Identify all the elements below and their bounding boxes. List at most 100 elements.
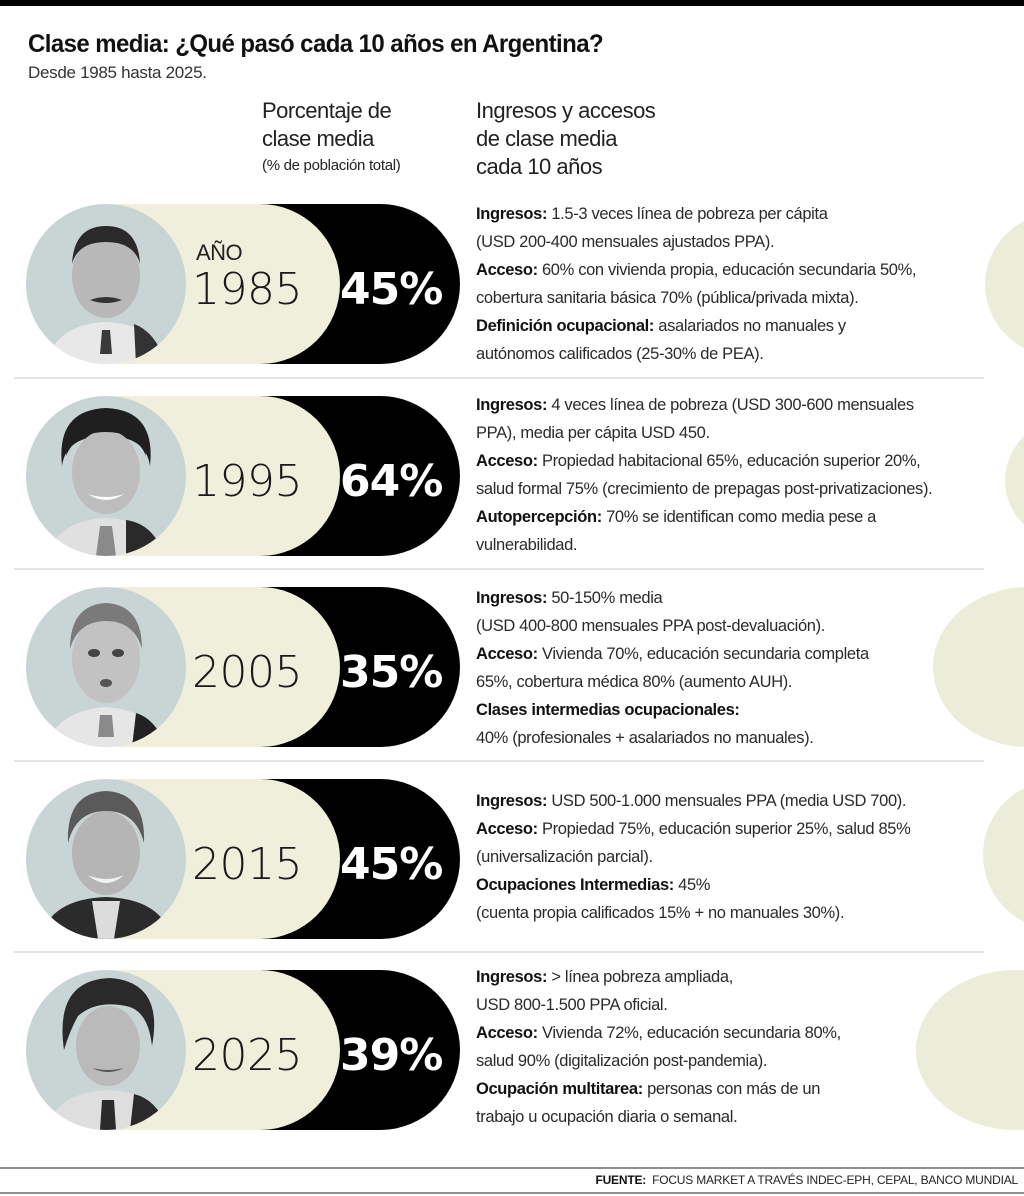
description-label: Definición ocupacional:	[476, 317, 655, 335]
row-description: Ingresos: > línea pobreza ampliada, USD …	[476, 963, 986, 1131]
description-text: USD 800-1.500 PPA oficial.	[476, 996, 668, 1014]
description-line: (USD 200-400 mensuales ajustados PPA).	[476, 228, 986, 256]
description-line: Clases intermedias ocupacionales:	[476, 696, 986, 724]
description-line: 40% (profesionales + asalariados no manu…	[476, 724, 986, 752]
row-divider	[14, 568, 984, 570]
row-description: Ingresos: 50-150% media (USD 400-800 men…	[476, 584, 986, 752]
description-line: Ingresos: 50-150% media	[476, 584, 986, 612]
description-line: Acceso: 60% con vivienda propia, educaci…	[476, 256, 986, 284]
description-line: Ingresos: 4 veces línea de pobreza (USD …	[476, 391, 986, 419]
person-silhouette-icon	[46, 978, 168, 1130]
description-text: Vivienda 70%, educación secundaria compl…	[537, 645, 869, 663]
decorative-circle	[1005, 418, 1024, 543]
description-label: Acceso:	[476, 452, 538, 470]
year-label: AÑO	[196, 240, 243, 265]
row-divider	[14, 951, 984, 953]
description-line: (USD 400-800 mensuales PPA post-devaluac…	[476, 612, 986, 640]
description-text: asalariados no manuales y	[654, 317, 846, 335]
description-line: vulnerabilidad.	[476, 531, 986, 559]
decorative-circle	[983, 780, 1024, 930]
person-silhouette-icon	[48, 408, 164, 556]
percentage-value: 35%	[340, 647, 443, 698]
column-header-line: de clase media	[476, 126, 617, 151]
description-line: Ocupaciones Intermedias: 45%	[476, 871, 986, 899]
description-label: Ingresos:	[476, 792, 548, 810]
percentage-value: 45%	[340, 839, 443, 890]
president-portrait	[26, 970, 186, 1130]
footer-rule-bottom	[0, 1192, 1024, 1194]
year-value: 2025	[192, 1030, 302, 1081]
row-description: Ingresos: 4 veces línea de pobreza (USD …	[476, 391, 986, 559]
description-text: (cuenta propia calificados 15% + no manu…	[476, 904, 845, 922]
description-text: autónomos calificados (25-30% de PEA).	[476, 345, 764, 363]
description-line: Definición ocupacional: asalariados no m…	[476, 312, 986, 340]
description-text: 4 veces línea de pobreza (USD 300-600 me…	[547, 396, 914, 414]
president-portrait	[26, 779, 186, 939]
description-text: salud 90% (digitalización post-pandemia)…	[476, 1052, 768, 1070]
description-line: Ingresos: > línea pobreza ampliada,	[476, 963, 986, 991]
description-label: Autopercepción:	[476, 508, 602, 526]
description-label: Acceso:	[476, 645, 538, 663]
source-credit: FUENTE: FOCUS MARKET A TRAVÉS INDEC-EPH, …	[595, 1173, 1018, 1187]
president-portrait	[26, 396, 186, 556]
description-text: Vivienda 72%, educación secundaria 80%,	[537, 1024, 841, 1042]
description-text: USD 500-1.000 mensuales PPA (media USD 7…	[547, 792, 907, 810]
description-text: > línea pobreza ampliada,	[547, 968, 733, 986]
row-description: Ingresos: USD 500-1.000 mensuales PPA (m…	[476, 787, 986, 927]
decorative-circle	[985, 212, 1024, 357]
description-text: 1.5-3 veces línea de pobreza per cápita	[547, 205, 828, 223]
percentage-value: 45%	[340, 264, 443, 315]
year-value: 1985	[192, 264, 302, 315]
person-silhouette-icon	[46, 603, 166, 747]
description-text: (universalización parcial).	[476, 848, 653, 866]
column-header-line: Ingresos y accesos	[476, 98, 656, 123]
chart-title: Clase media: ¿Qué pasó cada 10 años en A…	[28, 30, 604, 58]
description-line: (universalización parcial).	[476, 843, 986, 871]
person-silhouette-icon	[40, 791, 172, 939]
column-header-line: cada 10 años	[476, 154, 603, 179]
description-line: Ocupación multitarea: personas con más d…	[476, 1075, 986, 1103]
description-label: Acceso:	[476, 1024, 538, 1042]
description-text: 40% (profesionales + asalariados no manu…	[476, 729, 814, 747]
description-text: personas con más de un	[642, 1080, 821, 1098]
description-line: USD 800-1.500 PPA oficial.	[476, 991, 986, 1019]
chart-subtitle: Desde 1985 hasta 2025.	[28, 63, 207, 82]
percentage-value: 64%	[340, 456, 443, 507]
description-line: salud formal 75% (crecimiento de prepaga…	[476, 475, 986, 503]
description-text: 50-150% media	[547, 589, 663, 607]
description-label: Clases intermedias ocupacionales:	[476, 701, 740, 719]
description-line: Acceso: Vivienda 70%, educación secundar…	[476, 640, 986, 668]
description-line: Acceso: Vivienda 72%, educación secundar…	[476, 1019, 986, 1047]
row-divider	[14, 377, 984, 379]
description-label: Acceso:	[476, 820, 538, 838]
description-label: Ingresos:	[476, 968, 548, 986]
description-label: Ingresos:	[476, 589, 548, 607]
description-text: trabajo u ocupación diaria o semanal.	[476, 1108, 738, 1126]
footer-rule-top	[0, 1167, 1024, 1169]
percentage-value: 39%	[340, 1030, 443, 1081]
description-text: vulnerabilidad.	[476, 536, 578, 554]
source-text: FOCUS MARKET A TRAVÉS INDEC-EPH, CEPAL, …	[652, 1173, 1018, 1187]
top-bar	[0, 0, 1024, 6]
description-label: Acceso:	[476, 261, 538, 279]
description-text: Propiedad habitacional 65%, educación su…	[537, 452, 921, 470]
description-line: salud 90% (digitalización post-pandemia)…	[476, 1047, 986, 1075]
description-text: 65%, cobertura médica 80% (aumento AUH).	[476, 673, 793, 691]
column-header-note: (% de población total)	[262, 157, 401, 174]
description-text: Propiedad 75%, educación superior 25%, s…	[537, 820, 911, 838]
description-line: Ingresos: 1.5-3 veces línea de pobreza p…	[476, 200, 986, 228]
column-header-income: Ingresos y accesos de clase media cada 1…	[476, 97, 656, 181]
description-line: cobertura sanitaria básica 70% (pública/…	[476, 284, 986, 312]
description-text: salud formal 75% (crecimiento de prepaga…	[476, 480, 933, 498]
description-text: 70% se identifican como media pese a	[601, 508, 876, 526]
row-divider	[14, 760, 984, 762]
description-text: (USD 200-400 mensuales ajustados PPA).	[476, 233, 775, 251]
description-label: Ocupaciones Intermedias:	[476, 876, 674, 894]
column-header-line: clase media	[262, 126, 374, 151]
column-header-line: Porcentaje de	[262, 98, 392, 123]
description-label: Ingresos:	[476, 205, 548, 223]
description-line: Acceso: Propiedad 75%, educación superio…	[476, 815, 986, 843]
description-line: trabajo u ocupación diaria o semanal.	[476, 1103, 986, 1131]
description-label: Ocupación multitarea:	[476, 1080, 643, 1098]
president-portrait	[26, 587, 186, 747]
